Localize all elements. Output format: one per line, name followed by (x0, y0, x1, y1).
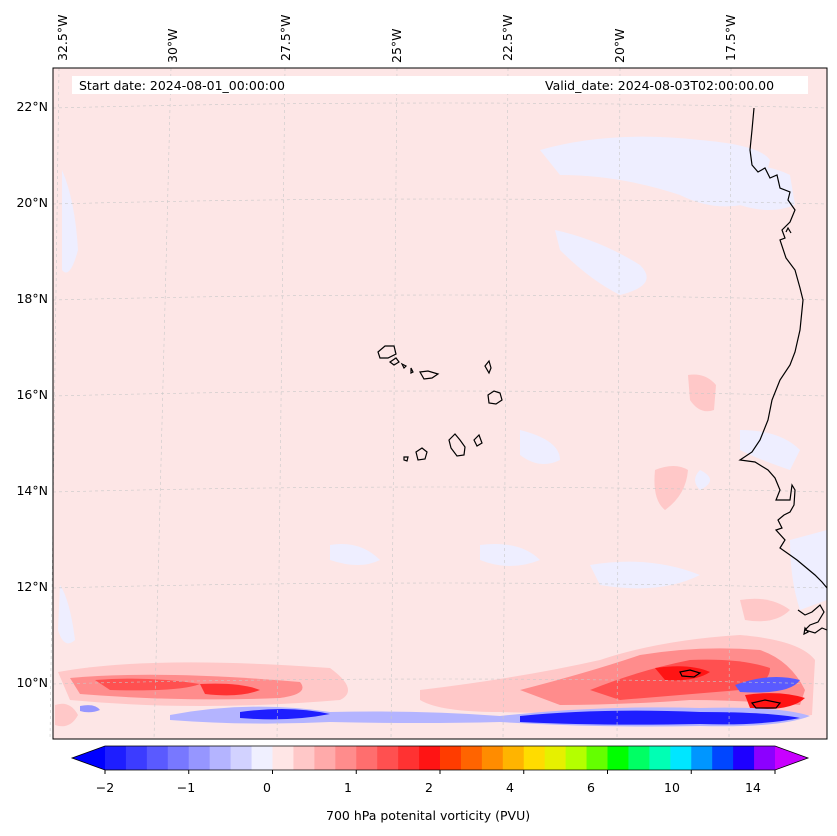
colorbar-segment (209, 746, 232, 770)
valid-date-label: Valid_date: 2024-08-03T02:00:00.00 (545, 78, 775, 93)
lon-label-30w: 30°W (165, 28, 180, 63)
colorbar-segment (565, 746, 588, 770)
colorbar-segment (105, 746, 127, 770)
colorbar-segment (586, 746, 608, 770)
lon-label-25w: 25°W (389, 28, 404, 63)
lon-label-20w: 20°W (612, 28, 627, 63)
colorbar-segment (712, 746, 734, 770)
colorbar-segment (440, 746, 462, 770)
map-frame (52, 67, 828, 740)
lat-label-22n: 22°N (16, 99, 48, 114)
colorbar-segment (460, 746, 483, 770)
lat-label-10n: 10°N (16, 675, 48, 690)
lat-label-20n: 20°N (16, 195, 48, 210)
colorbar-segment (251, 746, 273, 770)
colorbar-segment (502, 746, 525, 770)
cb-tick-0: 0 (263, 780, 271, 795)
small-islands (679, 669, 782, 709)
cb-tick-m1: −1 (176, 780, 196, 795)
colorbar-label: 700 hPa potenital vorticity (PVU) (326, 808, 531, 823)
colorbar-segment (272, 746, 294, 770)
colorbar-segment (481, 746, 504, 770)
colorbar-segment (544, 746, 567, 770)
colorbar-segment (754, 746, 776, 770)
colorbar-segment (125, 746, 148, 770)
colorbar-segment (230, 746, 253, 770)
colorbar-segment (628, 746, 650, 770)
colorbar-segment (377, 746, 399, 770)
lon-label-17-5w: 17.5°W (723, 14, 738, 61)
colorbar-segment (398, 746, 420, 770)
colorbar-segment (670, 746, 692, 770)
lat-label-18n: 18°N (16, 291, 48, 306)
cb-tick-4: 4 (506, 780, 514, 795)
colorbar-max-extension (775, 746, 808, 770)
colorbar-segment (607, 746, 629, 770)
colorbar (70, 745, 810, 774)
cape-verde-islands (377, 345, 503, 462)
lat-label-12n: 12°N (16, 579, 48, 594)
colorbar-segment (691, 746, 713, 770)
colorbar-segment (293, 746, 315, 770)
graticule (49, 67, 828, 740)
colorbar-segment (419, 746, 441, 770)
cb-tick-1: 1 (344, 780, 352, 795)
cb-tick-m2: −2 (95, 780, 115, 795)
lon-label-32-5w: 32.5°W (55, 14, 70, 61)
colorbar-segment (188, 746, 211, 770)
lon-label-27-5w: 27.5°W (278, 14, 293, 61)
colorbar-segment (167, 746, 190, 770)
lat-label-16n: 16°N (16, 387, 48, 402)
cb-tick-2: 2 (425, 780, 433, 795)
colorbar-segment (356, 746, 378, 770)
colorbar-min-extension (72, 746, 105, 770)
start-date-label: Start date: 2024-08-01_00:00:00 (79, 78, 285, 93)
cb-tick-10: 10 (664, 780, 680, 795)
colorbar-segment (733, 746, 755, 770)
lat-label-14n: 14°N (16, 483, 48, 498)
coastline-islands (785, 226, 828, 636)
positive-pv-patches (55, 374, 790, 727)
colorbar-segment (649, 746, 671, 770)
colorbar-segment (335, 746, 357, 770)
coastline-africa (738, 107, 828, 589)
colorbar-segment (314, 746, 336, 770)
cb-tick-6: 6 (587, 780, 595, 795)
colorbar-segment (146, 746, 169, 770)
colorbar-segment (523, 746, 546, 770)
date-label-box (72, 76, 808, 94)
cb-tick-14: 14 (745, 780, 761, 795)
lon-label-22-5w: 22.5°W (500, 14, 515, 61)
